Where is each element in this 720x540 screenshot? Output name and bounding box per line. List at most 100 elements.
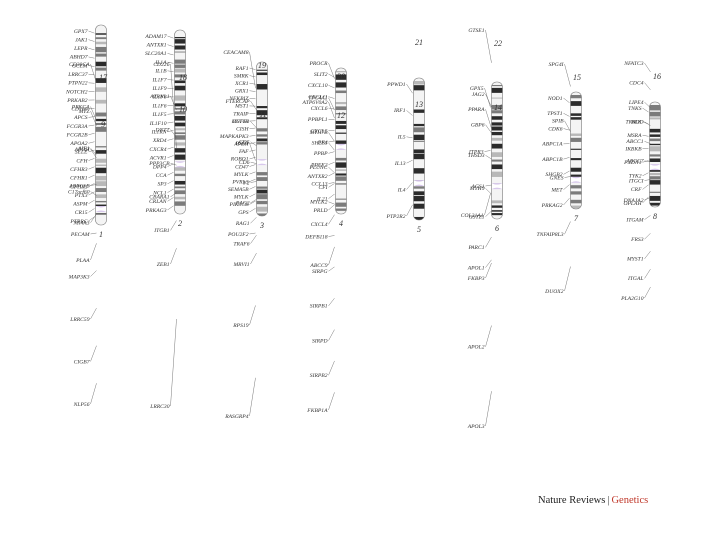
gene-label: ABCC9	[309, 263, 327, 269]
gene-label: SIRPG	[312, 269, 328, 275]
gene-label: SELE	[75, 150, 88, 156]
chromosome-outline	[491, 81, 503, 220]
gene-leader	[167, 163, 174, 167]
gene-leader	[642, 134, 649, 137]
gene-label: CD226	[153, 62, 169, 68]
chromosome-band	[174, 135, 186, 140]
gene-leader	[328, 392, 335, 411]
gene-label: NOD1	[547, 96, 563, 102]
gene-label: LRRC30	[149, 404, 169, 410]
gene-leader	[250, 199, 257, 204]
chromosome-band	[335, 140, 347, 145]
gene-leader	[485, 262, 492, 279]
gene-label: PTPRC	[69, 219, 87, 225]
gene-label: SIRPB2	[310, 373, 328, 379]
chromosome-band	[413, 216, 425, 220]
chromosome-band	[256, 106, 268, 109]
gene-label: SEMA5B	[228, 187, 249, 193]
gene-leader	[90, 191, 97, 196]
chromosome-band	[649, 111, 661, 117]
gene-label: RAG2	[235, 201, 250, 207]
chromosome-band	[256, 134, 268, 137]
chromosome-band	[335, 202, 347, 207]
chromosome-band	[491, 85, 503, 87]
chromosome-band	[95, 188, 107, 193]
chromosome-outline	[413, 77, 425, 221]
gene-label: COL21A1	[461, 213, 484, 219]
gene-leader	[328, 85, 335, 89]
gene-label: PROCR	[308, 61, 328, 67]
gene-leader	[249, 67, 256, 70]
chromosome-band	[174, 173, 186, 177]
gene-label: CDK6	[548, 126, 563, 132]
chromosome-band	[570, 95, 582, 99]
gene-label: CFI	[318, 185, 328, 191]
gene-label: CD5	[239, 140, 250, 146]
gene-label: CCL13	[311, 181, 327, 187]
gene-label: PARC1	[467, 245, 484, 251]
gene-leader	[485, 325, 492, 347]
gene-label: FKBP3	[467, 276, 485, 282]
centromere	[493, 424, 504, 428]
chromosome-9: 9 PLAA NR4A3 ABPC1B AIF1 MYZ	[68, 109, 105, 264]
chromosome-band	[95, 122, 107, 125]
chromosome-band	[335, 106, 347, 111]
chromosome-band	[491, 116, 503, 120]
chromosome-band	[174, 166, 186, 171]
journal-credit: Nature Reviews | Genetics	[538, 495, 648, 506]
gene-label: CXCL11	[308, 94, 327, 100]
chromosome-4: 4 SLIT2 CXCL10 CXCL11 CXCL6 PPBPL1 CXCL5 PF4 PPB…	[307, 67, 347, 228]
gene-label: IL1B	[154, 69, 167, 75]
gene-label: ITGAM	[625, 217, 643, 223]
chromosome-6: 6 GPX5 ITPR3 COL21A1	[461, 81, 503, 233]
chromosome-number: 6	[495, 224, 499, 233]
gene-label: LEPR	[73, 46, 88, 52]
chromosome-band	[95, 150, 107, 154]
chromosome-body	[256, 62, 268, 216]
chromosome-band	[174, 190, 186, 195]
gene-label: SMRK	[234, 73, 249, 79]
chromosome-band	[649, 134, 661, 137]
chromosome-number: 14	[494, 103, 502, 112]
gene-label: DNAJA2	[623, 198, 644, 204]
gene-leader	[249, 51, 256, 89]
gene-label: GCLM	[72, 63, 88, 69]
gene-leader	[167, 70, 174, 72]
gene-label: IL1F8	[152, 95, 167, 101]
gene-label: APOH	[74, 147, 91, 153]
chromosome-band	[649, 117, 661, 120]
chromosome-band	[413, 203, 425, 209]
gene-leader	[642, 184, 649, 190]
gene-label: MRVI1	[232, 262, 249, 268]
gene-label: FKBP1A	[306, 408, 328, 414]
centromere-waist	[413, 180, 425, 187]
gene-leader	[249, 98, 256, 100]
gene-label: AIF1	[77, 146, 90, 152]
gene-label: IRF1	[393, 108, 406, 114]
gene-leader	[644, 179, 651, 181]
chromosome-band	[335, 173, 347, 176]
gene-label: PPEF2	[310, 162, 328, 168]
chromosome-background	[413, 78, 425, 220]
centromere-waist	[649, 164, 661, 171]
gene-leader	[249, 305, 256, 326]
gene-label: FTERCAP	[225, 99, 251, 105]
centromere-waist	[491, 183, 503, 190]
centromere-waist	[95, 206, 107, 212]
gene-label: FRS3	[630, 237, 644, 243]
chromosome-band	[256, 69, 268, 71]
chromosome-band	[95, 181, 107, 187]
gene-label: MYH7B	[308, 130, 328, 136]
chromosome-number: 12	[337, 111, 345, 120]
gene-label: NFATC3	[623, 61, 643, 67]
gene-label: IL5	[397, 135, 406, 141]
gene-leader	[644, 102, 651, 108]
gene-label: SP3	[157, 182, 166, 188]
gene-leader	[644, 286, 651, 299]
chromosome-band	[491, 137, 503, 141]
chromosome-band	[95, 118, 107, 122]
gene-label: MYZ	[78, 109, 91, 115]
centromere	[652, 55, 663, 61]
chromosome-band	[95, 33, 107, 35]
